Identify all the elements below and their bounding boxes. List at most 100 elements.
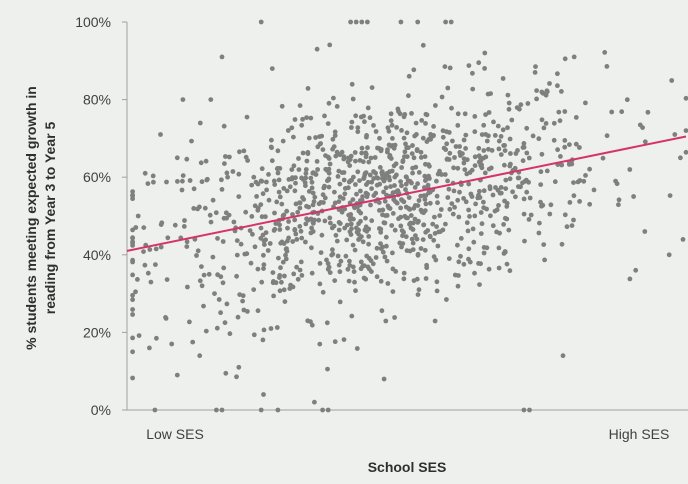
data-point — [345, 266, 351, 272]
data-point — [444, 141, 450, 147]
data-point — [154, 335, 159, 341]
data-point — [258, 407, 264, 413]
data-point — [507, 136, 513, 142]
data-point — [510, 189, 515, 195]
data-point — [504, 200, 510, 206]
data-point — [444, 157, 450, 162]
data-point — [434, 178, 439, 184]
data-point — [385, 147, 390, 153]
data-point — [159, 220, 165, 226]
data-point — [375, 175, 381, 181]
data-point — [297, 267, 303, 273]
data-point — [330, 146, 335, 152]
data-point — [197, 278, 203, 284]
data-point — [559, 89, 564, 94]
data-point — [498, 134, 504, 139]
data-point — [341, 177, 347, 183]
data-point — [343, 253, 349, 259]
data-point — [567, 142, 572, 148]
data-point — [310, 202, 316, 208]
data-point — [319, 232, 325, 238]
data-point — [190, 339, 196, 345]
data-point — [336, 227, 342, 233]
data-point — [272, 182, 278, 188]
data-point — [318, 250, 324, 256]
data-point — [520, 158, 526, 164]
data-point — [354, 191, 359, 197]
data-point — [336, 168, 342, 174]
data-point — [388, 184, 393, 190]
data-point — [210, 254, 216, 260]
data-point — [354, 225, 359, 231]
data-point — [457, 144, 462, 149]
data-point — [442, 64, 448, 69]
data-point — [447, 206, 453, 212]
data-point — [416, 198, 422, 203]
data-point — [392, 227, 398, 233]
data-point — [437, 213, 443, 219]
data-point — [278, 265, 283, 271]
data-point — [431, 124, 436, 129]
data-point — [258, 202, 264, 208]
data-point — [191, 206, 197, 211]
data-point — [260, 232, 266, 238]
data-point — [484, 138, 490, 144]
data-point — [627, 167, 633, 172]
data-point — [472, 129, 478, 135]
data-point — [427, 200, 433, 206]
data-point — [299, 122, 305, 128]
data-point — [363, 276, 369, 282]
data-point — [241, 148, 247, 154]
data-point — [136, 333, 142, 338]
data-point — [399, 165, 404, 170]
data-point — [513, 194, 518, 200]
data-point — [305, 86, 311, 91]
data-point — [415, 292, 421, 297]
data-point — [147, 247, 153, 252]
data-point — [130, 335, 136, 341]
data-point — [341, 170, 347, 175]
data-point — [135, 213, 141, 219]
data-point — [366, 241, 371, 247]
data-point — [506, 227, 512, 233]
data-point — [452, 204, 457, 210]
data-point — [400, 159, 406, 165]
data-point — [333, 232, 339, 238]
data-point — [221, 265, 227, 271]
data-point — [249, 214, 255, 219]
data-point — [439, 172, 444, 177]
data-point — [406, 195, 412, 201]
data-point — [457, 189, 462, 195]
data-point — [319, 133, 325, 139]
data-point — [406, 93, 411, 99]
data-point — [496, 203, 501, 208]
data-point — [394, 172, 399, 178]
data-point — [350, 242, 356, 248]
data-point — [412, 203, 418, 208]
data-point — [498, 185, 504, 190]
data-point — [398, 19, 404, 25]
data-point — [447, 150, 453, 156]
data-point — [587, 201, 593, 207]
data-point — [349, 81, 355, 87]
data-point — [206, 271, 212, 277]
data-point — [402, 149, 408, 155]
data-point — [293, 231, 299, 237]
data-point — [378, 278, 384, 284]
data-point — [312, 399, 317, 405]
data-point — [552, 179, 558, 185]
data-point — [360, 239, 366, 245]
data-point — [616, 197, 622, 203]
data-point — [421, 222, 426, 228]
data-point — [489, 148, 495, 153]
data-point — [182, 218, 187, 223]
data-point — [195, 248, 201, 254]
data-point — [194, 253, 199, 258]
data-point — [415, 220, 421, 225]
data-point — [455, 111, 461, 117]
data-point — [386, 128, 392, 134]
data-point — [288, 282, 293, 288]
data-point — [259, 279, 265, 285]
data-point — [365, 145, 370, 151]
data-point — [449, 105, 454, 111]
